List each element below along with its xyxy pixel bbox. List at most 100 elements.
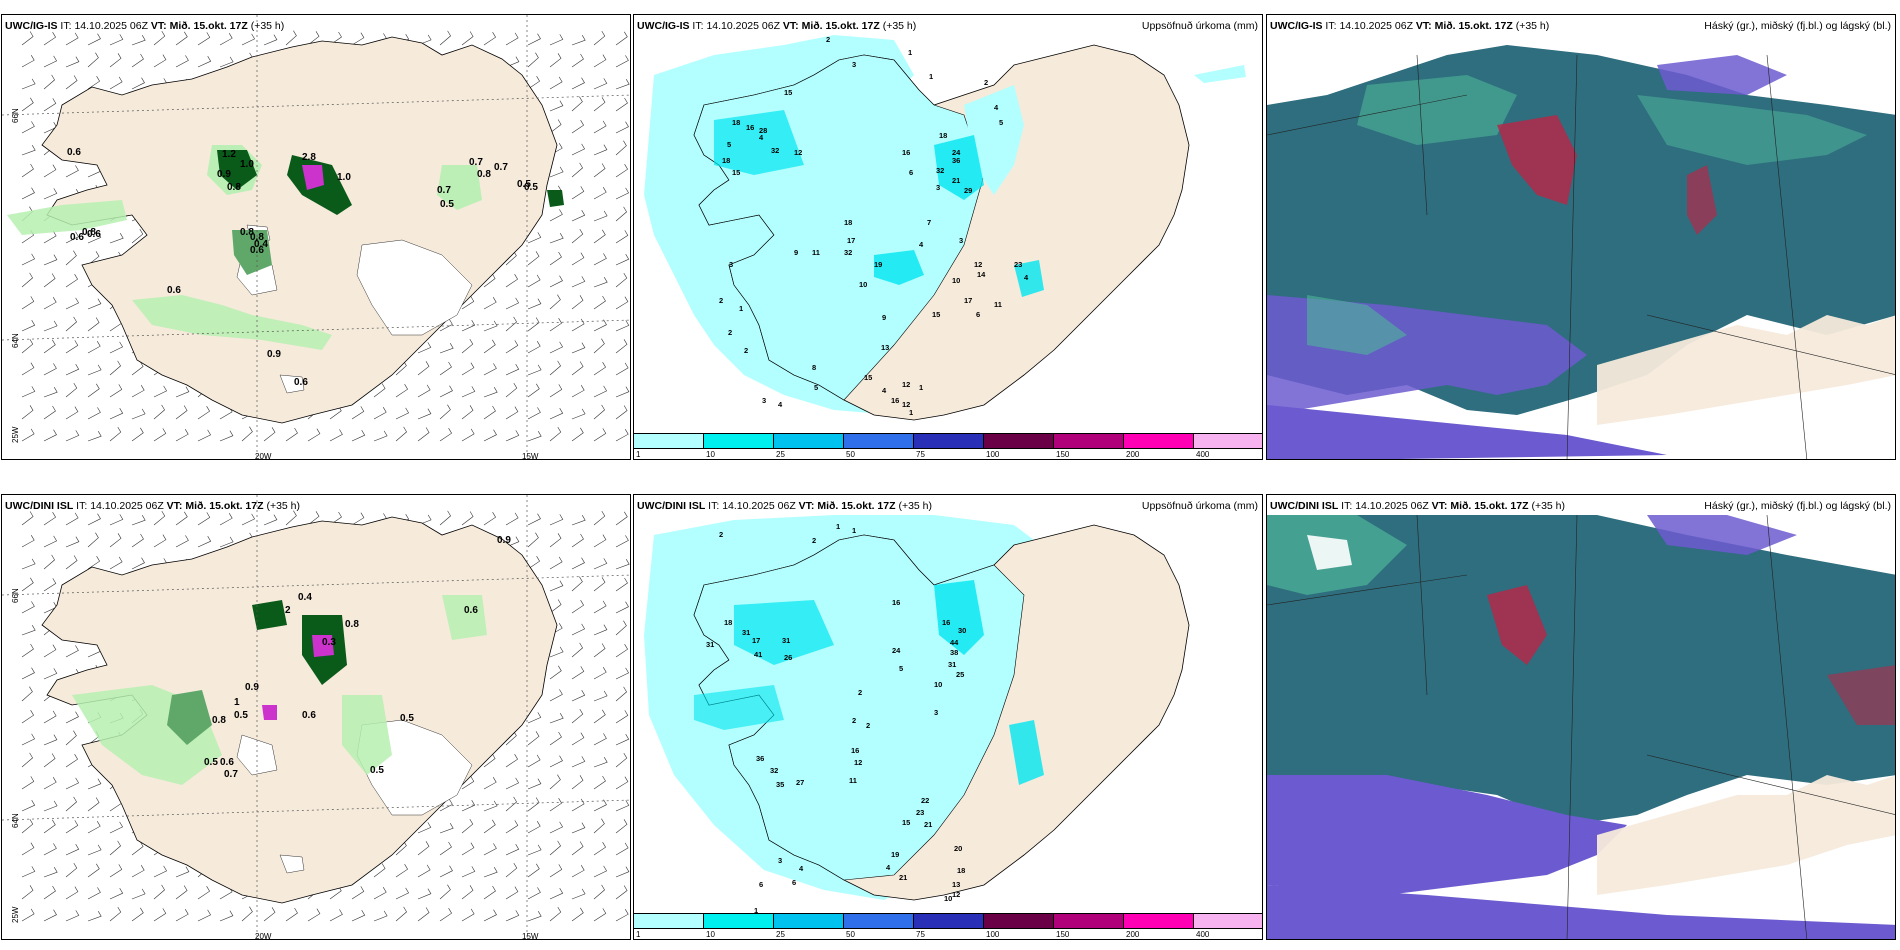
precip-value-label: 2 — [812, 536, 816, 545]
wind-barb — [373, 887, 387, 900]
ptype-value-label: 0.6 — [70, 232, 84, 243]
ptype-value-label: 0.6 — [87, 229, 101, 240]
clouds-title: Háský (gr.), miðský (fj.bl.) og lágský (… — [1704, 500, 1891, 512]
precip-value-label: 18 — [939, 131, 947, 140]
precip-value-label: 4 — [919, 240, 924, 249]
precip-value-label: 4 — [882, 386, 887, 395]
wind-barb — [65, 730, 77, 746]
precip-value-label: 28 — [759, 126, 767, 135]
wind-barb — [439, 343, 454, 354]
ptype-map: 66N 64N 25W 20W 15W 0.9 0.6 0.4 2 0.8 0.3 0.9 1… — [2, 495, 630, 939]
wind-barb — [307, 428, 321, 442]
wind-barb — [615, 866, 630, 878]
wind-barb — [549, 166, 564, 178]
wind-barb — [549, 514, 564, 526]
wind-barb — [65, 910, 80, 922]
wind-barb — [131, 361, 144, 376]
wind-barb — [615, 819, 628, 834]
wind-barb — [285, 30, 297, 46]
precip-value-label: 4 — [886, 863, 891, 872]
wind-barb — [395, 864, 409, 878]
wind-barb — [527, 431, 542, 442]
wind-barb — [571, 841, 584, 856]
colorbar-swatch — [774, 434, 844, 448]
lat-66-label: 66N — [11, 588, 20, 603]
wind-barb — [571, 295, 584, 310]
wind-barb — [175, 31, 188, 46]
wind-barb — [549, 233, 564, 244]
wind-barb — [43, 885, 56, 900]
wind-barb — [615, 885, 628, 900]
clouds-title: Háský (gr.), miðský (fj.bl.) og lágský (… — [1704, 20, 1891, 32]
precip-value-label: 12 — [854, 758, 862, 767]
precip-value-label: 12 — [952, 890, 960, 899]
wind-barb — [65, 250, 77, 266]
precip-value-label: 1 — [908, 48, 912, 57]
wind-barb — [615, 339, 628, 354]
colorbar-tick-label: 50 — [846, 450, 855, 459]
wind-barb — [417, 427, 430, 442]
ptype-value-label: 0.8 — [227, 182, 241, 193]
wind-barb — [615, 577, 628, 592]
wind-barb — [109, 53, 122, 68]
wind-barb — [527, 754, 541, 768]
wind-barb — [615, 686, 627, 702]
wind-barb — [109, 408, 124, 420]
wind-barb — [21, 908, 35, 922]
wind-barb — [615, 97, 628, 112]
wind-barb — [21, 733, 36, 746]
precip-value-label: 2 — [984, 78, 988, 87]
wind-barb — [153, 865, 168, 878]
wind-barb — [593, 229, 606, 244]
ptype-value-label: 0.9 — [267, 349, 281, 360]
precip-value-label: 14 — [977, 270, 986, 279]
wind-barb — [549, 119, 562, 134]
wind-barb — [527, 52, 539, 68]
precip-value-label: 36 — [952, 156, 960, 165]
wind-barb — [241, 33, 256, 46]
precip-value-label: 29 — [964, 186, 972, 195]
wind-barb — [549, 408, 564, 420]
wind-barb — [109, 341, 124, 354]
panel-top-right-clouds: UWC/IG-IS IT: 14.10.2025 06Z VT: Mið. 15… — [1266, 14, 1896, 460]
wind-barb — [197, 429, 212, 442]
wind-barb — [593, 253, 607, 266]
wind-barb — [461, 866, 476, 878]
ptype-map: 66N 64N 25W 20W 15W 0.60.60.60.81.21.00.… — [2, 15, 630, 459]
wind-barb — [153, 404, 165, 420]
ptype-value-label: 1.2 — [222, 149, 236, 160]
precip-value-label: 15 — [902, 818, 910, 827]
wind-barb — [285, 907, 298, 922]
wind-barb — [571, 690, 586, 702]
wind-barb — [571, 228, 584, 244]
colorbar-tick-label: 75 — [916, 930, 925, 939]
wind-barb — [43, 164, 57, 178]
wind-barb — [87, 821, 101, 834]
precip-value-label: 32 — [770, 766, 778, 775]
wind-barb — [21, 31, 34, 46]
wind-barb — [153, 54, 167, 68]
wind-barb — [527, 821, 541, 834]
wind-barb — [615, 909, 629, 922]
wind-barb — [439, 799, 453, 812]
wind-barb — [417, 841, 430, 856]
precip-value-label: 8 — [812, 363, 816, 372]
precip-value-label: 1 — [836, 522, 840, 531]
wind-barb — [593, 667, 607, 680]
wind-barb — [505, 364, 520, 376]
wind-barb — [505, 844, 520, 856]
wind-barb — [505, 340, 519, 354]
precip-value-label: 22 — [921, 796, 929, 805]
wind-barb — [263, 427, 276, 442]
ptype-value-label: 0.7 — [224, 769, 238, 780]
precip-value-label: 4 — [994, 103, 999, 112]
ptype-value-label: 0.7 — [437, 185, 451, 196]
wind-barb — [43, 297, 57, 310]
wind-barb — [373, 863, 386, 878]
precip-value-label: 9 — [882, 313, 886, 322]
wind-barb — [43, 668, 58, 680]
wind-barb — [439, 823, 454, 834]
ptype-value-label: 0.4 — [298, 592, 312, 603]
wind-barb — [43, 98, 57, 112]
